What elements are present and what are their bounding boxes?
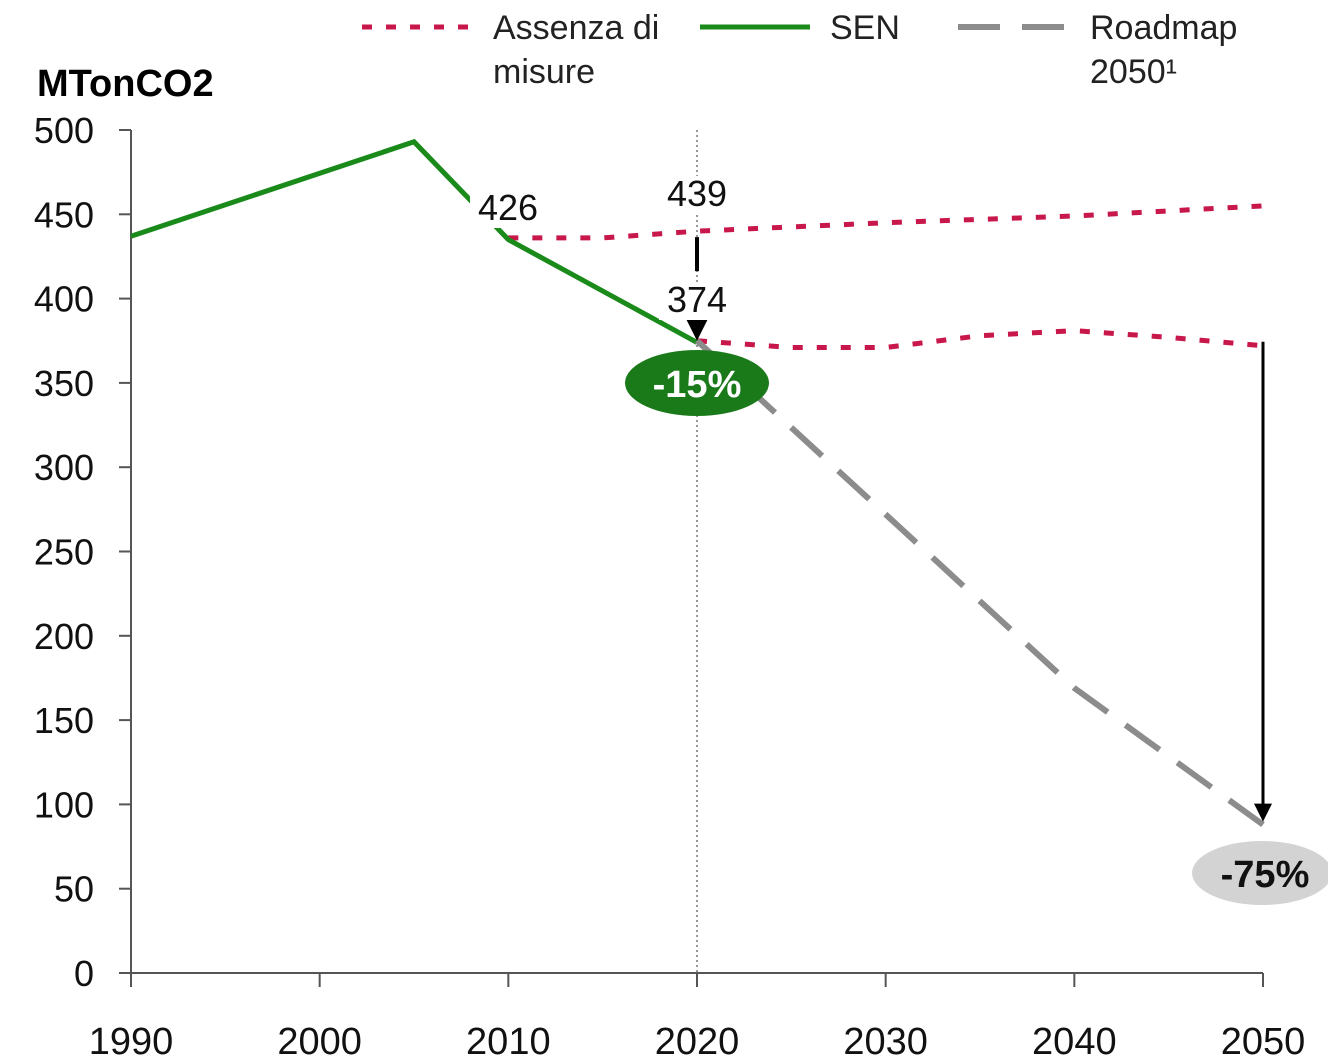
y-tick-label: 250: [34, 532, 94, 573]
annotation: -15%: [653, 364, 742, 406]
series-line: [694, 338, 1265, 828]
x-tick-label: 2020: [655, 1021, 740, 1060]
series-line: [696, 328, 1264, 350]
label-bg: [659, 282, 735, 320]
y-tick-label: 300: [34, 447, 94, 488]
x-tick-label: 2030: [843, 1021, 928, 1060]
y-tick-label: 450: [34, 194, 94, 235]
x-tick-label: 2000: [277, 1021, 362, 1060]
annotation: -75%: [1221, 854, 1310, 896]
legend-label: Assenza di misure: [493, 9, 660, 91]
y-tick-label: 50: [54, 869, 94, 910]
series-line: [130, 138, 699, 345]
label-bg: [470, 190, 546, 228]
annotation: 426: [478, 187, 538, 228]
annotation: 439: [667, 173, 727, 214]
x-tick-label: 2010: [466, 1021, 551, 1060]
legend-label: SEN: [830, 9, 900, 47]
badge: [1192, 841, 1328, 905]
x-tick-label: 2040: [1032, 1021, 1117, 1060]
badge: [625, 350, 769, 416]
x-tick-label: 1990: [89, 1021, 174, 1060]
y-tick-label: 200: [34, 616, 94, 657]
label-bg: [659, 176, 735, 214]
x-tick-label: 2050: [1221, 1021, 1306, 1060]
y-tick-label: 350: [34, 363, 94, 404]
series-line: [508, 203, 1264, 241]
y-tick-label: 0: [74, 953, 94, 994]
y-axis-label: MTonCO2: [37, 63, 214, 105]
annotation: 374: [667, 279, 727, 320]
legend-label: Roadmap 2050¹: [1090, 9, 1238, 91]
y-tick-label: 500: [34, 110, 94, 151]
y-tick-label: 400: [34, 279, 94, 320]
y-tick-label: 150: [34, 700, 94, 741]
y-tick-label: 100: [34, 784, 94, 825]
